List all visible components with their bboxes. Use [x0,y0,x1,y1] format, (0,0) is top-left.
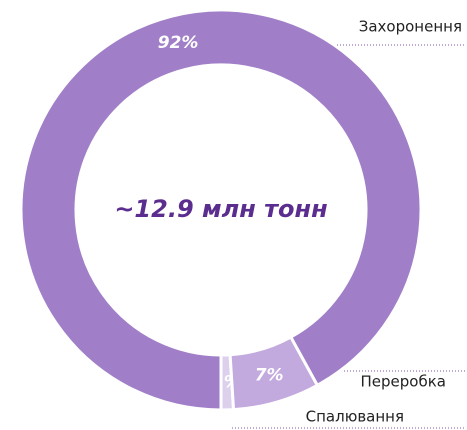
value-label: 7% [255,366,284,386]
value-label: 92% [158,33,199,53]
category-label: Переробка [361,373,446,391]
category-label: Захоронення [359,18,462,36]
center-label: ~12.9 млн тонн [114,195,327,223]
category-label: Спалювання [306,408,404,426]
donut-segment [19,8,423,412]
